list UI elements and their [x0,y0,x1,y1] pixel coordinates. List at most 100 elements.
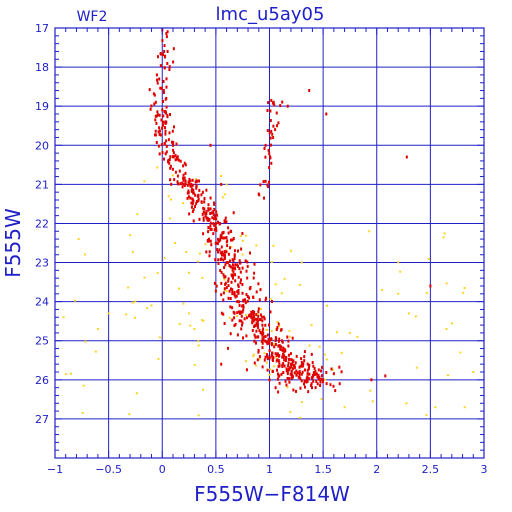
data-point [264,143,267,147]
data-point [287,353,290,357]
data-point [274,342,277,346]
data-point [246,260,249,264]
data-point [202,216,205,220]
data-point [338,365,341,369]
data-point [295,389,297,393]
data-point [445,282,448,285]
data-point [261,323,264,327]
data-point [165,144,168,148]
data-point [255,364,257,367]
data-point [219,258,222,261]
data-point [271,354,274,358]
data-point [215,228,218,232]
data-point [268,180,270,184]
data-point [219,251,222,255]
data-point [155,114,158,118]
data-point [182,302,185,305]
data-point [154,133,157,137]
data-point [263,196,265,200]
data-point [259,307,262,310]
data-point [278,344,281,348]
data-point [224,263,227,267]
x-tick-label: 2 [373,463,380,476]
data-point [237,249,239,253]
data-point [290,370,293,374]
data-point [169,155,172,159]
data-point [276,321,279,323]
data-point [287,361,290,365]
data-point [162,80,165,83]
data-point [165,139,168,143]
data-point [219,269,222,272]
data-point [308,89,311,92]
data-point [283,277,286,280]
data-point [272,359,274,362]
data-point [241,239,244,242]
data-point [223,275,226,279]
data-point [229,229,232,233]
data-point [196,260,199,263]
data-point [284,349,287,353]
data-point [297,375,300,379]
data-point [207,226,210,230]
data-point [283,364,286,368]
data-point [442,236,445,239]
data-point [281,340,284,344]
data-point [308,372,311,376]
data-point [269,368,272,371]
data-point [245,314,248,317]
grid-lines [55,28,484,458]
data-point [252,276,255,280]
data-point [290,249,292,252]
data-point [203,197,206,201]
data-point [266,328,269,331]
data-point [178,323,181,326]
data-point [240,278,242,282]
data-point [162,89,165,92]
data-point [162,120,165,124]
data-point [234,273,237,277]
data-point [229,246,231,250]
data-point [148,88,151,92]
data-point [271,351,273,355]
data-point [312,374,315,378]
data-point [332,384,335,388]
data-point [278,381,281,385]
data-point [156,110,159,114]
data-points [62,28,475,419]
data-point [271,300,273,303]
data-point [241,266,244,270]
data-point [314,369,317,373]
data-point [300,357,303,361]
data-point [278,374,281,378]
data-point [261,319,264,323]
data-point [184,182,187,186]
data-point [261,365,264,369]
data-point [187,195,190,199]
data-point [397,292,400,295]
data-point [197,197,200,201]
data-point [167,138,170,142]
data-point [296,371,299,375]
data-point [259,313,262,317]
data-point [282,371,285,374]
data-point [167,158,170,162]
data-point [282,346,285,350]
data-point [165,105,168,109]
data-point [217,262,220,265]
data-point [258,318,261,321]
data-point [135,392,138,395]
data-point [222,273,225,277]
data-point [274,352,277,356]
data-point [155,121,158,125]
data-point [186,196,189,200]
data-point [233,324,236,328]
data-point [306,375,309,379]
data-point [184,179,187,183]
data-point [173,178,176,182]
data-point [308,363,311,367]
data-point [291,367,294,371]
x-tick-label: 1.5 [314,463,332,476]
data-point [259,331,262,334]
data-point [220,362,223,366]
